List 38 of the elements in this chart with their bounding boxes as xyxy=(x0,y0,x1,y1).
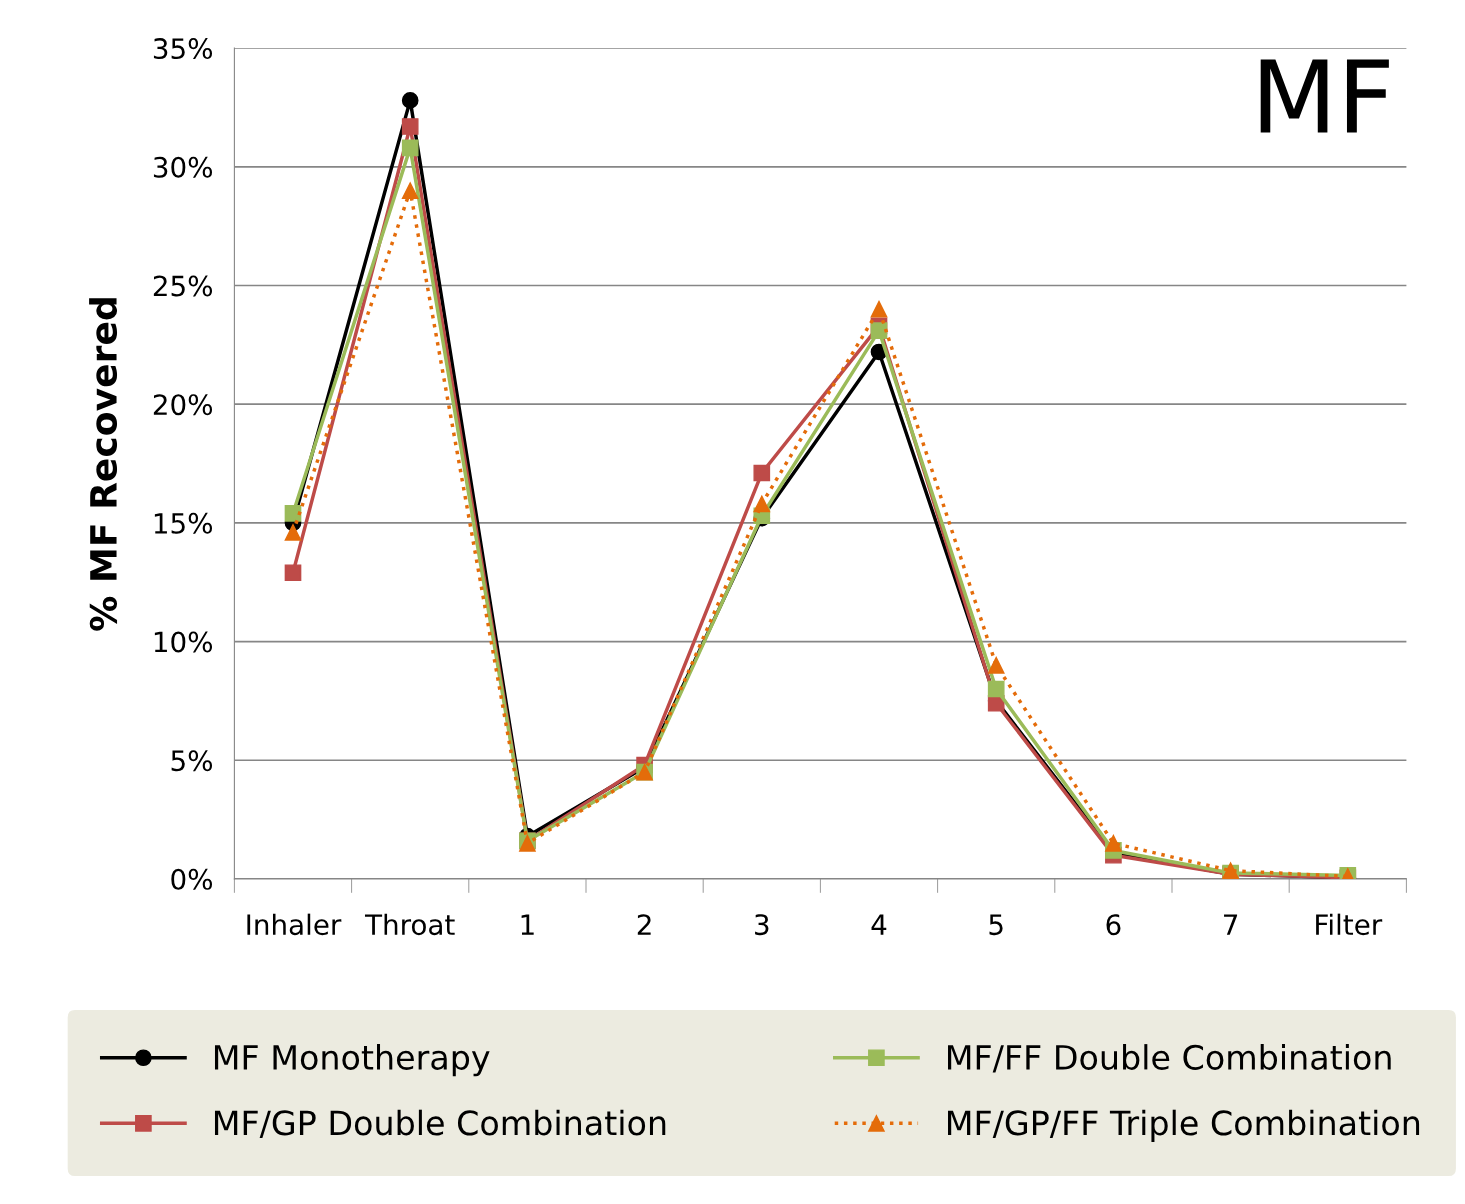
y-tick-label: 0% xyxy=(171,868,213,890)
point xyxy=(401,182,419,199)
legend-label: MF/GP Double Combination xyxy=(214,1109,666,1139)
y-tick-label: 35% xyxy=(153,38,213,60)
point xyxy=(401,118,419,135)
y-tick-label: 25% xyxy=(153,275,213,297)
point xyxy=(401,139,419,157)
point xyxy=(284,505,302,522)
x-tick-label: 7 xyxy=(1224,914,1238,935)
point xyxy=(284,524,302,541)
legend-label: MF Monotherapy xyxy=(214,1044,490,1077)
x-tick-label: Filter xyxy=(1316,913,1383,936)
point xyxy=(1105,834,1122,852)
legend-label: MF/FF Double Combination xyxy=(948,1044,1391,1073)
y-tick-label: 5% xyxy=(171,750,213,772)
point xyxy=(987,680,1005,698)
y-tick-label: 30% xyxy=(153,156,213,178)
x-tick-label: 6 xyxy=(1106,914,1121,936)
point xyxy=(870,322,888,339)
x-tick-label: 5 xyxy=(989,914,1003,936)
point xyxy=(753,495,771,513)
point xyxy=(870,300,888,318)
y-tick-label: 20% xyxy=(153,394,213,416)
chart-title: MF xyxy=(1260,59,1389,133)
x-tick-label: 1 xyxy=(521,914,534,935)
point xyxy=(284,564,302,582)
x-tick-label: 2 xyxy=(637,914,651,935)
point xyxy=(753,464,771,482)
y-tick-label: 15% xyxy=(154,512,213,534)
y-tick-label: 10% xyxy=(154,631,213,653)
point xyxy=(401,92,419,109)
x-tick-label: 3 xyxy=(755,914,769,936)
point xyxy=(987,656,1005,674)
legend-label: MF/GP/FF Triple Combination xyxy=(948,1109,1420,1142)
y-axis-title: % MF Recovered xyxy=(89,298,118,631)
x-tick-label: Throat xyxy=(364,913,455,936)
x-tick-label: 4 xyxy=(871,914,887,935)
x-tick-label: Inhaler xyxy=(247,913,342,936)
